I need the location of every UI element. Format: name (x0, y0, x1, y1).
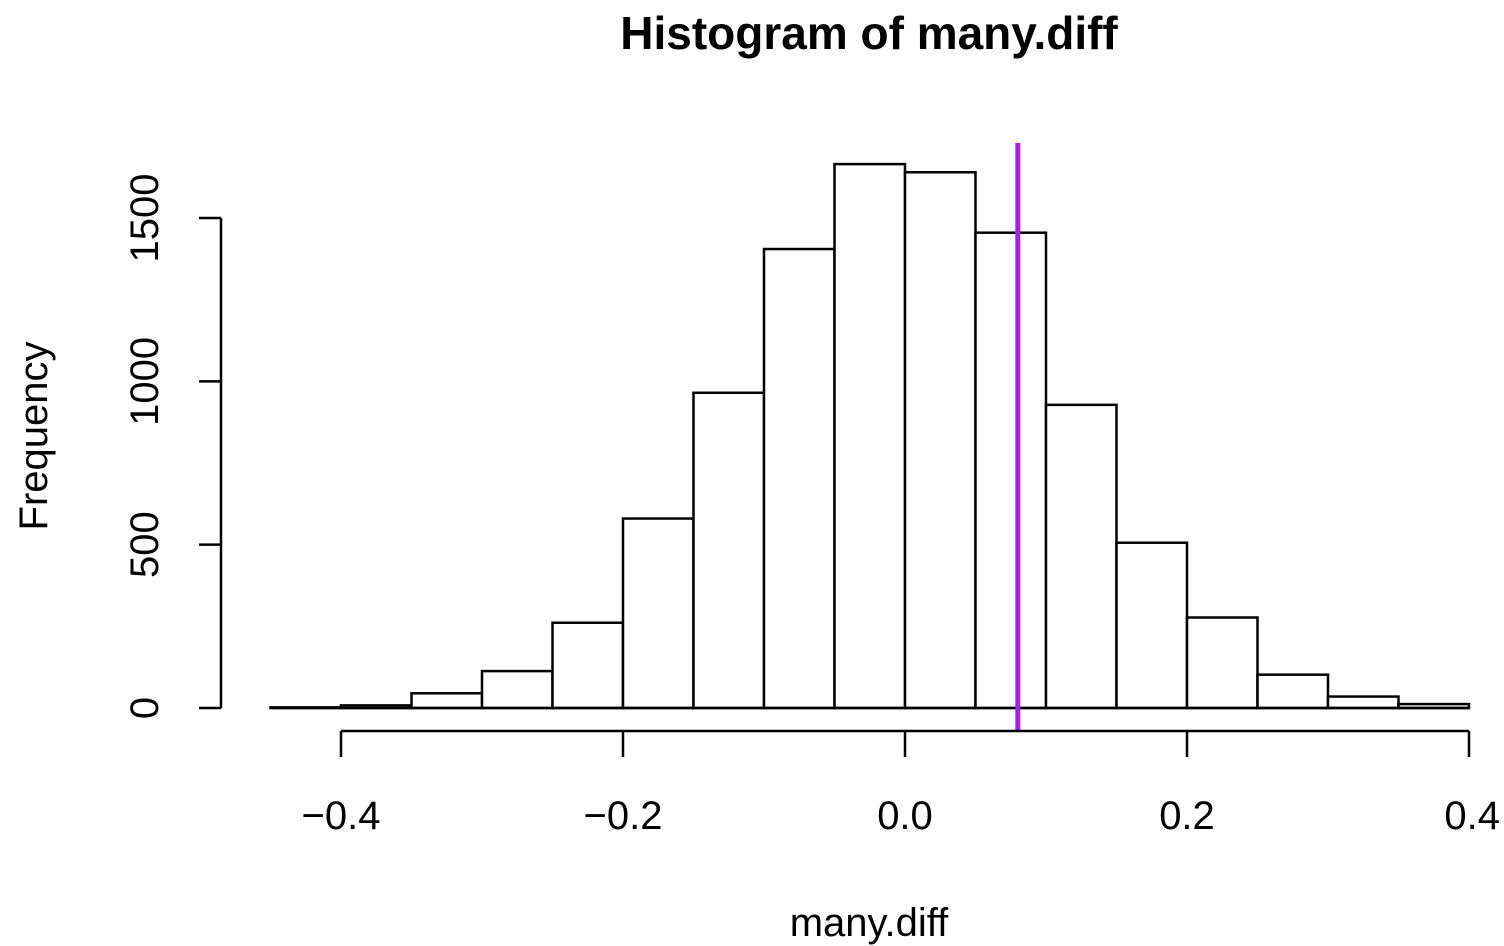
histogram-bar-10 (974, 231, 1048, 710)
histogram-bar-12 (1115, 541, 1189, 710)
histogram-bar-5 (621, 517, 695, 710)
x-tick-label-4: 0.4 (1444, 794, 1500, 838)
histogram-bar-7 (762, 247, 836, 710)
x-tick-label-1: −0.2 (584, 794, 663, 838)
histogram-bar-14 (1256, 673, 1330, 710)
y-tick-label-3: 1500 (123, 174, 167, 263)
x-tick-label-3: 0.2 (1159, 794, 1215, 838)
histogram-bar-3 (480, 669, 554, 710)
histogram-bar-8 (833, 162, 907, 710)
histogram-bar-2 (410, 692, 484, 710)
histogram-bars (269, 162, 1471, 710)
y-tick-label-1: 500 (123, 511, 167, 578)
histogram-bar-9 (903, 171, 977, 710)
y-axis-label: Frequency (12, 342, 56, 531)
y-tick-label-0: 0 (123, 697, 167, 719)
histogram-bar-4 (551, 621, 625, 710)
y-axis: 0 500 1000 1500 (123, 174, 223, 719)
chart-title: Histogram of many.diff (620, 7, 1118, 59)
histogram-bar-15 (1326, 695, 1400, 710)
x-tick-label-2: 0.0 (877, 794, 933, 838)
histogram-bar-13 (1185, 616, 1259, 710)
histogram-bar-6 (692, 391, 766, 710)
y-tick-label-2: 1000 (123, 337, 167, 426)
x-tick-label-0: −0.4 (302, 794, 381, 838)
histogram-bar-11 (1044, 403, 1118, 710)
x-axis: −0.4 −0.2 0.0 0.2 0.4 (302, 729, 1500, 838)
x-axis-label: many.diff (790, 901, 949, 945)
